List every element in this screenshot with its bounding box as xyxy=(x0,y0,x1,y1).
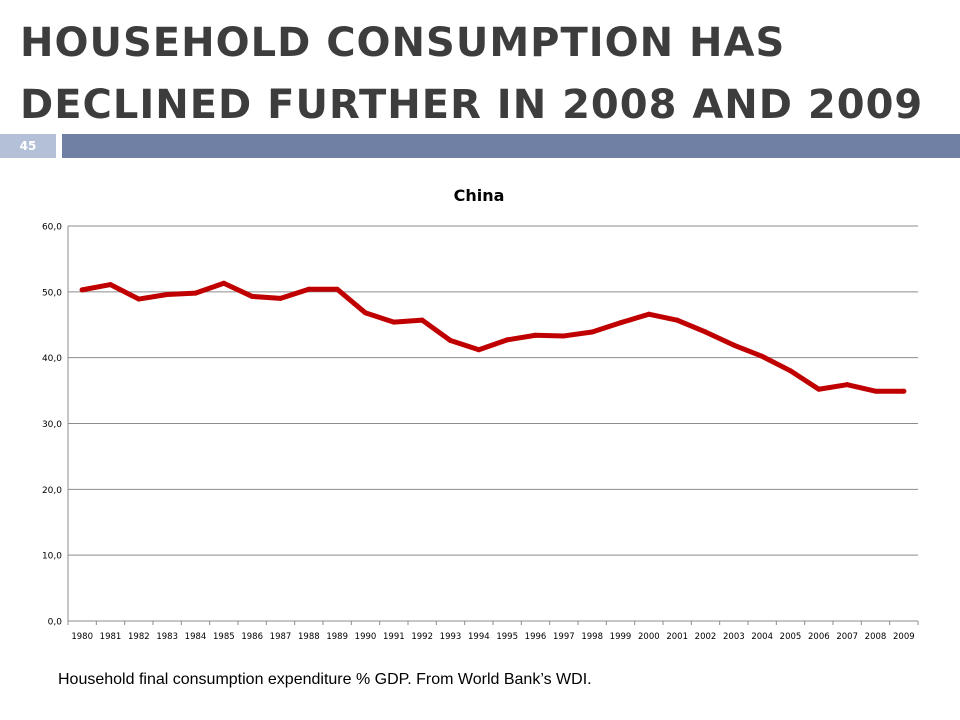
data-point xyxy=(759,353,765,359)
x-tick-label: 2009 xyxy=(893,632,915,642)
x-tick-label: 2008 xyxy=(865,632,887,642)
gridlines xyxy=(68,225,918,556)
y-tick-label: 30,0 xyxy=(42,420,62,430)
y-tick-label: 0,0 xyxy=(48,618,63,628)
data-point xyxy=(561,333,567,339)
x-tick-label: 1991 xyxy=(383,632,405,642)
data-point xyxy=(193,290,198,296)
data-point xyxy=(363,310,368,316)
slide-title-line-2: DECLINED FURTHER IN 2008 AND 2009 xyxy=(20,82,924,128)
x-tick-label: 1984 xyxy=(185,632,207,642)
x-tick-label: 1982 xyxy=(128,632,150,642)
data-point xyxy=(164,291,170,297)
slide-title-line-1: HOUSEHOLD CONSUMPTION HAS xyxy=(20,20,786,66)
x-tick-labels: 1980 1981 1982 1983 1984 1985 1986 1987 1988 1989… xyxy=(71,632,914,642)
x-tick-label: 1985 xyxy=(213,632,235,642)
x-tick-label: 1992 xyxy=(411,632,433,642)
y-tick-label: 50,0 xyxy=(42,288,62,298)
data-point xyxy=(334,286,340,292)
x-tick-label: 2001 xyxy=(666,632,688,642)
data-point xyxy=(589,329,595,335)
data-point xyxy=(391,319,397,325)
x-tick-label: 2002 xyxy=(695,632,717,642)
line-chart: China 0,010,020,030,040,050,060,0 1980 19… xyxy=(42,186,919,642)
data-point xyxy=(703,329,708,335)
data-point xyxy=(618,320,623,326)
data-point xyxy=(504,337,510,343)
data-point xyxy=(646,311,652,317)
x-tick-label: 1990 xyxy=(355,632,377,642)
x-tick-label: 1983 xyxy=(156,632,178,642)
data-point xyxy=(873,388,878,394)
data-point xyxy=(306,286,312,292)
slide-number: 45 xyxy=(0,134,56,158)
data-point xyxy=(136,296,142,302)
x-tick-label: 2006 xyxy=(808,632,830,642)
x-tick-label: 1993 xyxy=(440,632,462,642)
data-point xyxy=(476,347,482,353)
x-tick-label: 1980 xyxy=(71,632,93,642)
x-tick-label: 1989 xyxy=(326,632,348,642)
y-tick-label: 40,0 xyxy=(42,354,62,364)
axes xyxy=(67,226,919,625)
y-tick-labels: 0,0 10,0 20,0 30,0 40,0 50,0 60,0 xyxy=(42,223,62,628)
x-tick-label: 2000 xyxy=(638,632,660,642)
x-tick-label: 1996 xyxy=(525,632,547,642)
data-point xyxy=(278,295,283,301)
data-point xyxy=(901,388,907,394)
series-group xyxy=(79,280,907,394)
data-point xyxy=(674,317,680,323)
data-point xyxy=(844,382,850,388)
x-tick-label: 2004 xyxy=(751,632,773,642)
slide-title: HOUSEHOLD CONSUMPTION HAS DECLINED FURTH… xyxy=(20,12,940,136)
source-caption: Household final consumption expenditure … xyxy=(58,671,592,688)
data-point xyxy=(816,386,822,392)
x-tick-label: 1998 xyxy=(581,632,603,642)
x-tick-label: 1986 xyxy=(241,632,263,642)
data-point xyxy=(221,280,227,286)
x-tick-label: 2005 xyxy=(780,632,802,642)
x-tick-label: 1988 xyxy=(298,632,320,642)
y-tick-label: 60,0 xyxy=(42,223,62,233)
x-tick-label: 1997 xyxy=(553,632,575,642)
data-point xyxy=(448,338,453,344)
data-point xyxy=(108,282,113,288)
header-rule-bar xyxy=(62,134,960,158)
x-tick-label: 1987 xyxy=(270,632,292,642)
series-line xyxy=(79,280,907,394)
x-tick-label: 1994 xyxy=(468,632,490,642)
x-tick-label: 2007 xyxy=(836,632,858,642)
x-tick-label: 1999 xyxy=(610,632,632,642)
y-tick-label: 20,0 xyxy=(42,486,62,496)
data-point xyxy=(249,293,255,299)
x-tick-label: 1995 xyxy=(496,632,518,642)
chart-title: China xyxy=(454,186,505,205)
y-tick-label: 10,0 xyxy=(42,552,62,562)
data-point xyxy=(788,368,793,374)
data-point xyxy=(419,317,425,323)
data-point xyxy=(533,332,538,338)
data-point xyxy=(731,342,737,348)
x-tick-label: 1981 xyxy=(100,632,122,642)
x-tick-label: 2003 xyxy=(723,632,745,642)
data-point xyxy=(79,287,85,293)
